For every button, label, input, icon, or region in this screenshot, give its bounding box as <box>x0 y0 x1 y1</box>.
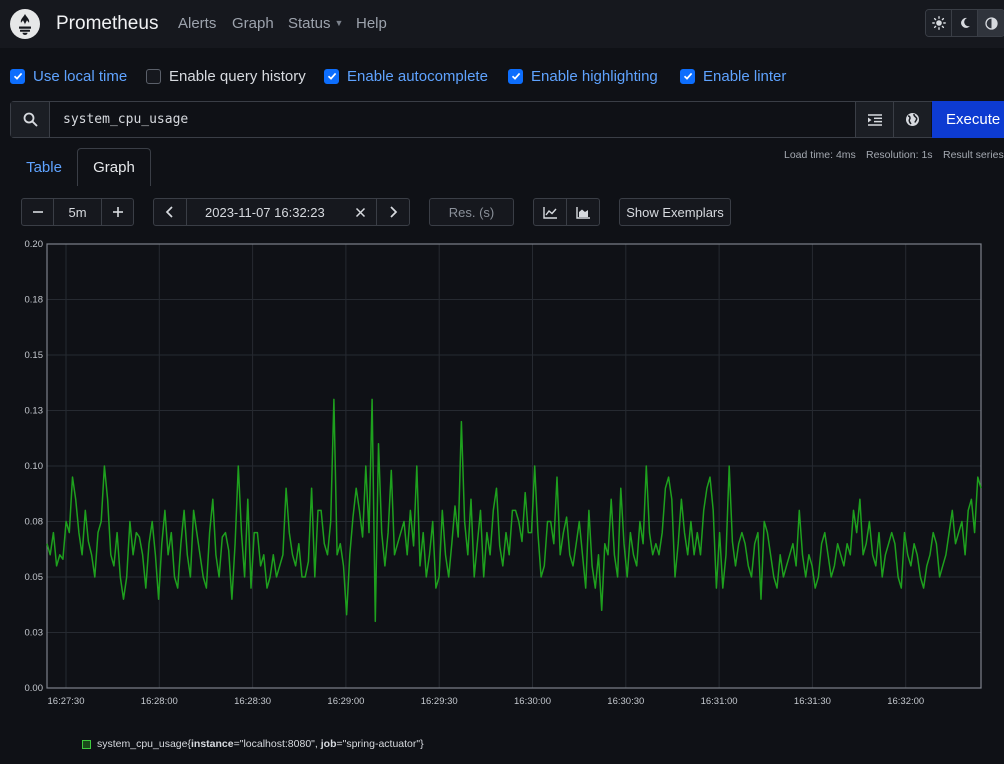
result-series-stat: Result series: <box>943 149 1004 161</box>
plus-icon <box>112 207 123 217</box>
check-icon <box>683 72 692 80</box>
execute-button[interactable]: Execute <box>932 101 1004 138</box>
unstacked-chart-button[interactable] <box>534 199 567 225</box>
series-line <box>46 398 982 623</box>
check-icon <box>13 72 22 80</box>
option-2[interactable]: Enable autocomplete <box>324 62 488 90</box>
tab-graph[interactable]: Graph <box>77 148 151 186</box>
next-time-button[interactable] <box>377 199 409 225</box>
range-control: 5m <box>21 198 134 226</box>
resolution-stat: Resolution: 1s <box>866 149 933 161</box>
indent-icon <box>867 113 882 126</box>
checkbox[interactable] <box>146 68 161 84</box>
increase-range-button[interactable] <box>102 199 133 225</box>
option-label: Enable highlighting <box>531 67 658 85</box>
show-exemplars-button[interactable]: Show Exemplars <box>619 198 731 226</box>
time-series-graph[interactable]: 0.00 0.03 0.05 0.08 0.10 0.13 0.15 0.18 0.20 16:2… <box>0 236 1004 716</box>
previous-time-button[interactable] <box>154 199 187 225</box>
legend-series-label: system_cpu_usage{instance="localhost:808… <box>97 738 424 750</box>
x-tick-label: 16:30:00 <box>514 696 551 707</box>
search-button <box>11 102 50 137</box>
check-icon <box>511 72 520 80</box>
nav-graph[interactable]: Graph <box>232 15 274 32</box>
y-tick-label: 0.10 <box>25 461 44 472</box>
x-tick-label: 16:31:30 <box>794 696 831 707</box>
theme-auto-button[interactable] <box>978 10 1004 36</box>
nav-help[interactable]: Help <box>356 15 387 32</box>
checkbox[interactable] <box>10 68 25 84</box>
theme-dark-button[interactable] <box>952 10 978 36</box>
option-4[interactable]: Enable linter <box>680 62 786 90</box>
y-tick-label: 0.15 <box>25 350 44 361</box>
resolution-placeholder: Res. (s) <box>448 204 495 220</box>
prometheus-logo-icon[interactable] <box>10 9 40 39</box>
sun-icon <box>931 16 946 30</box>
clear-time-icon[interactable] <box>355 207 366 218</box>
stacked-chart-button[interactable] <box>567 199 599 225</box>
tab-table[interactable]: Table <box>26 158 62 176</box>
search-icon <box>23 112 37 127</box>
chevron-right-icon <box>390 206 398 218</box>
nav-alerts[interactable]: Alerts <box>178 15 217 32</box>
y-tick-label: 0.13 <box>25 406 44 417</box>
option-label: Use local time <box>33 67 128 85</box>
format-expression-button[interactable] <box>855 102 893 137</box>
nav-status-label: Status <box>288 15 331 32</box>
show-exemplars-label: Show Exemplars <box>626 204 724 220</box>
plot-border <box>46 243 982 689</box>
navbar: Prometheus Alerts Graph Status ▼ Help <box>0 0 1004 48</box>
theme-toggle-group <box>925 9 1004 37</box>
graph-legend[interactable]: system_cpu_usage{instance="localhost:808… <box>82 738 424 750</box>
x-tick-label: 16:28:30 <box>234 696 271 707</box>
end-time-control: 2023-11-07 16:32:23 <box>153 198 410 226</box>
option-1[interactable]: Enable query history <box>146 62 306 90</box>
resolution-input[interactable]: Res. (s) <box>429 198 514 226</box>
nav-status[interactable]: Status ▼ <box>288 15 343 32</box>
checkbox[interactable] <box>508 68 523 84</box>
load-time: Load time: 4ms <box>784 149 856 161</box>
end-time-input[interactable]: 2023-11-07 16:32:23 <box>205 205 325 220</box>
line-chart-icon <box>542 206 557 219</box>
x-tick-label: 16:29:00 <box>327 696 364 707</box>
legend-swatch <box>82 739 91 749</box>
x-tick-label: 16:32:00 <box>887 696 924 707</box>
end-time-field[interactable]: 2023-11-07 16:32:23 <box>187 199 377 225</box>
option-0[interactable]: Use local time <box>10 62 127 90</box>
query-bar: system_cpu_usage Execute <box>10 101 1004 138</box>
range-input[interactable]: 5m <box>54 199 102 225</box>
globe-icon <box>906 113 919 126</box>
caret-down-icon: ▼ <box>334 18 344 28</box>
option-label: Enable autocomplete <box>347 67 488 85</box>
option-3[interactable]: Enable highlighting <box>508 62 658 90</box>
metrics-explorer-button[interactable] <box>893 102 931 137</box>
expression-input[interactable]: system_cpu_usage <box>63 112 189 127</box>
y-tick-label: 0.18 <box>25 295 44 306</box>
x-tick-label: 16:30:30 <box>607 696 644 707</box>
x-tick-label: 16:28:00 <box>141 696 178 707</box>
y-tick-label: 0.00 <box>25 683 44 694</box>
moon-icon <box>960 17 970 28</box>
option-label: Enable query history <box>169 67 306 85</box>
y-tick-label: 0.05 <box>25 572 44 583</box>
option-label: Enable linter <box>703 67 787 85</box>
minus-icon <box>32 211 43 213</box>
decrease-range-button[interactable] <box>22 199 54 225</box>
theme-light-button[interactable] <box>926 10 952 36</box>
checkbox[interactable] <box>680 68 695 84</box>
check-icon <box>327 72 336 80</box>
checkbox[interactable] <box>324 68 339 84</box>
query-options: Use local time Enable query history Enable… <box>0 62 1004 90</box>
y-tick-label: 0.08 <box>25 517 44 528</box>
chart-type-group <box>533 198 600 226</box>
brand-title[interactable]: Prometheus <box>56 13 159 34</box>
half-circle-icon <box>984 16 998 30</box>
chevron-left-icon <box>165 206 173 218</box>
area-chart-icon <box>575 206 590 219</box>
x-tick-label: 16:29:30 <box>421 696 458 707</box>
y-tick-label: 0.03 <box>25 628 44 639</box>
y-tick-label: 0.20 <box>25 239 44 250</box>
x-tick-label: 16:27:30 <box>48 696 85 707</box>
x-tick-label: 16:31:00 <box>701 696 738 707</box>
